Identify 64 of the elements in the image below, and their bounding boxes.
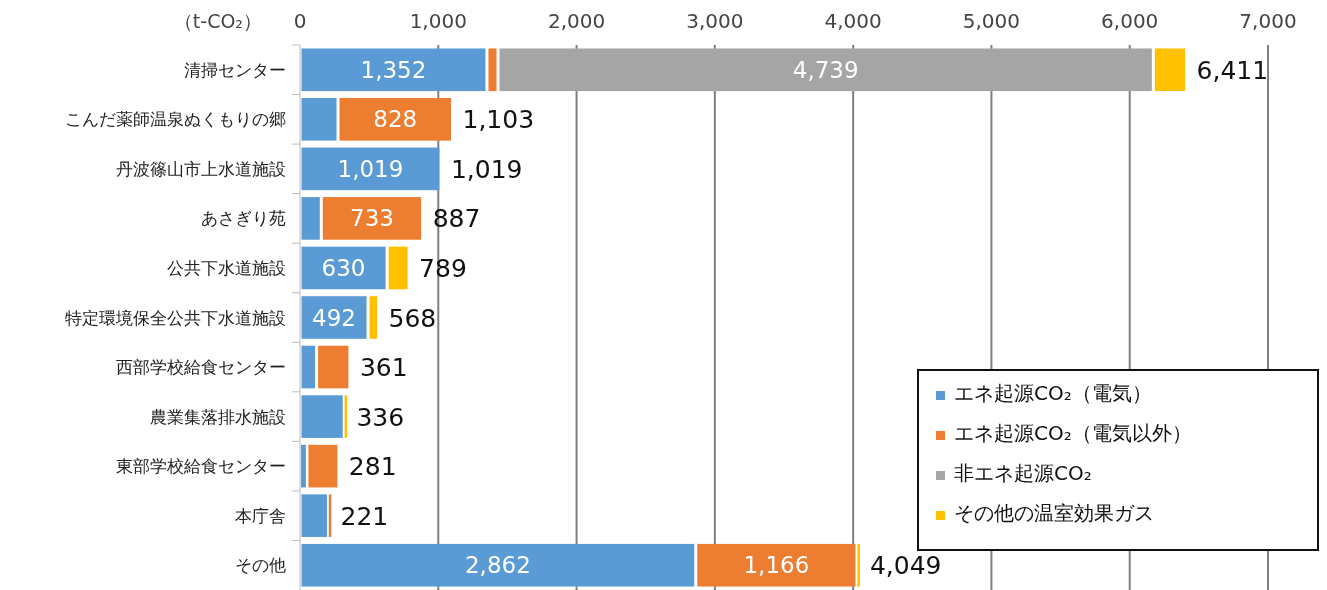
y-tick-label: 東部学校給食センター [116, 456, 286, 477]
bar [322, 197, 422, 240]
legend-label: 非エネ起源CO₂ [954, 461, 1092, 485]
x-axis-title: （t-CO₂） [173, 10, 262, 32]
bar [301, 494, 327, 537]
bar [301, 48, 486, 92]
legend-label: エネ起源CO₂（電気） [954, 381, 1152, 405]
y-tick-label: 公共下水道施設 [167, 257, 286, 278]
x-tick-label: 1,000 [409, 9, 467, 33]
total-label: 568 [388, 303, 437, 333]
data-label: 828 [373, 106, 418, 133]
x-tick-label: 0 [293, 9, 307, 33]
bar [499, 48, 1152, 92]
x-tick-label: 6,000 [1101, 9, 1159, 33]
data-label: 1,352 [360, 56, 427, 83]
x-tick-label: 5,000 [962, 9, 1021, 33]
total-label: 4,049 [869, 551, 942, 581]
data-label: 1,019 [337, 155, 404, 182]
legend-label: エネ起源CO₂（電気以外） [954, 421, 1192, 445]
total-label: 887 [432, 204, 481, 234]
y-tick-label: その他 [235, 555, 286, 576]
bar [301, 98, 337, 141]
y-tick-label: 本庁舎 [235, 505, 286, 526]
bar [301, 345, 316, 389]
total-label: 361 [359, 353, 408, 383]
x-tick-label: 7,000 [1239, 9, 1297, 33]
y-tick-label: 丹波篠山市上水道施設 [116, 158, 286, 179]
y-tick-label: 西部学校給食センター [116, 357, 286, 378]
total-label: 281 [348, 452, 397, 482]
total-label: 789 [419, 253, 467, 283]
data-label: 1,166 [743, 552, 810, 579]
data-label: 733 [350, 205, 394, 232]
y-tick-label: こんだ薬師温泉ぬくもりの郷 [65, 109, 286, 130]
bar [369, 296, 378, 339]
data-label: 630 [321, 254, 366, 281]
bar [301, 543, 695, 587]
x-tick-label: 4,000 [824, 9, 882, 33]
x-tick-label: 2,000 [547, 9, 606, 33]
total-label: 336 [356, 402, 405, 432]
bar [301, 395, 343, 438]
bar [388, 246, 408, 290]
bar [308, 444, 338, 488]
data-label: 2,862 [464, 552, 531, 579]
bar [301, 444, 306, 488]
total-label: 6,411 [1196, 55, 1269, 85]
bar [697, 543, 856, 587]
total-label: 1,103 [462, 105, 535, 135]
bar [339, 98, 452, 141]
x-tick-label: 3,000 [686, 9, 744, 33]
y-tick-label: あさぎり苑 [201, 208, 286, 229]
bar [318, 345, 349, 389]
y-tick-label: 特定環境保全公共下水道施設 [65, 307, 286, 328]
y-tick-label: 農業集落排水施設 [150, 406, 286, 427]
legend-label: その他の温室効果ガス [954, 501, 1154, 525]
y-tick-label: 清掃センター [184, 59, 286, 80]
data-label: 492 [312, 304, 356, 331]
total-label: 221 [340, 501, 389, 531]
bar [301, 197, 320, 240]
bar [301, 147, 440, 191]
bar [857, 543, 860, 587]
bar [1154, 48, 1186, 92]
total-label: 1,019 [450, 154, 523, 184]
data-label: 4,739 [792, 56, 859, 83]
bar [488, 48, 497, 92]
